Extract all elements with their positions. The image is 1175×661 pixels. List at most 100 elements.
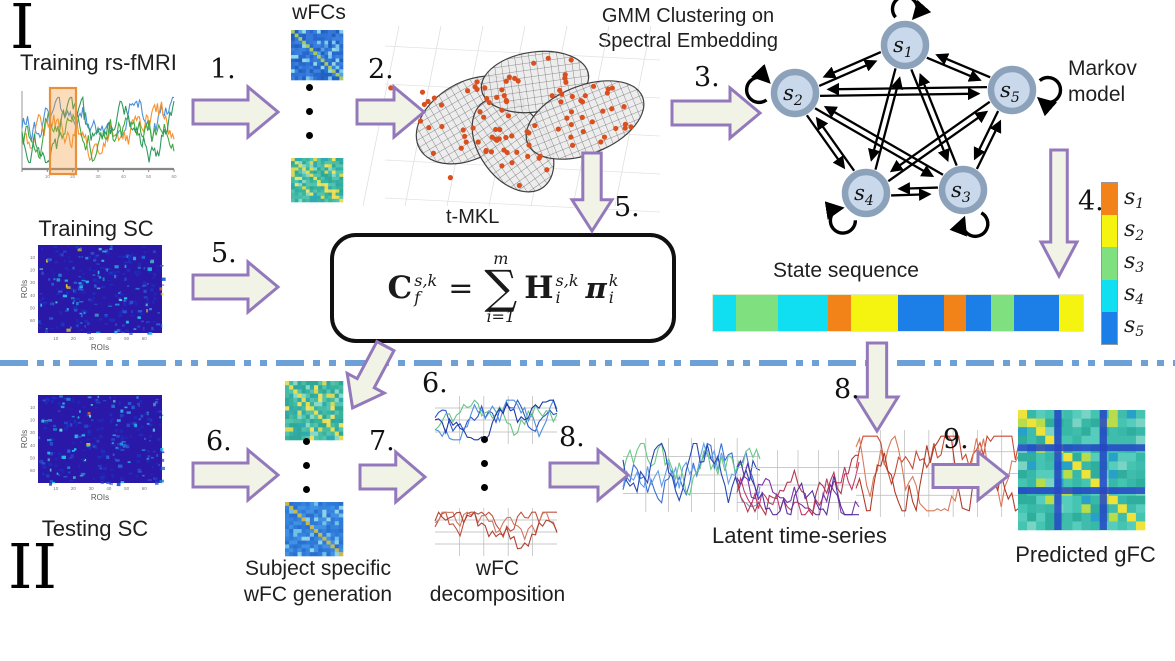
step-number-5a: 5. bbox=[211, 238, 237, 269]
svg-text:10: 10 bbox=[45, 174, 51, 179]
arrow-step-7 bbox=[358, 448, 428, 506]
svg-text:20: 20 bbox=[71, 336, 77, 341]
wfc-decomposition-label: wFC decomposition bbox=[425, 556, 570, 609]
state-segment-s1 bbox=[944, 295, 966, 331]
svg-text:50: 50 bbox=[146, 174, 152, 179]
latent-series-panel-2 bbox=[736, 450, 860, 520]
color-swatch-s3 bbox=[1102, 247, 1117, 280]
svg-text:20: 20 bbox=[30, 418, 36, 423]
training-sc-matrix: 10 10 20 20 30 30 40 40 50 50 60 60 ROIs ROIs bbox=[20, 243, 170, 355]
tmkl-label: t-MKL bbox=[446, 206, 500, 228]
state-legend: s1 s2 s3 s4 s5 bbox=[1124, 182, 1144, 343]
step-number-6a: 6. bbox=[206, 426, 232, 457]
wfc-matrix-blue bbox=[291, 30, 344, 81]
step-number-9: 9. bbox=[943, 424, 969, 455]
wfc-decomposition-line2: decomposition bbox=[429, 583, 566, 607]
latent-series-label: Latent time-series bbox=[712, 523, 887, 548]
svg-text:60: 60 bbox=[142, 486, 148, 491]
arrow-step-5-sc bbox=[191, 258, 281, 316]
predicted-gfc-label: Predicted gFC bbox=[1015, 542, 1156, 567]
svg-text:60: 60 bbox=[30, 318, 36, 323]
step-number-7: 7. bbox=[369, 426, 395, 457]
legend-item-s5: s5 bbox=[1124, 313, 1145, 341]
svg-text:20: 20 bbox=[30, 268, 36, 273]
decomposition-series-blue bbox=[434, 396, 558, 444]
svg-text:50: 50 bbox=[30, 455, 36, 460]
svg-text:20: 20 bbox=[70, 174, 76, 179]
legend-item-s4: s4 bbox=[1124, 281, 1145, 309]
state-sequence-bar bbox=[712, 294, 1084, 332]
state-segment-s3 bbox=[991, 295, 1014, 331]
step-number-2: 2. bbox=[368, 54, 394, 85]
markov-label-line2: model bbox=[1068, 83, 1126, 107]
gmm-title-line2: Spectral Embedding bbox=[597, 30, 779, 52]
arrow-step-9 bbox=[931, 448, 1011, 504]
gmm-title-line1: GMM Clustering on bbox=[601, 5, 775, 27]
wfc-matrix-teal bbox=[291, 158, 344, 203]
section-divider bbox=[0, 359, 1175, 367]
markov-model-graph: s1 s2 s3 s4 s5 bbox=[740, 0, 1070, 248]
color-swatch-s4 bbox=[1102, 279, 1117, 312]
arrow-step-2 bbox=[355, 83, 427, 141]
state-segment-s1 bbox=[828, 295, 851, 331]
legend-item-s2: s2 bbox=[1124, 216, 1145, 244]
predicted-gfc-matrix bbox=[1018, 410, 1146, 531]
svg-text:30: 30 bbox=[89, 336, 95, 341]
subject-wfc-label: Subject specific wFC generation bbox=[238, 556, 398, 609]
svg-text:s5: s5 bbox=[1000, 78, 1020, 106]
svg-text:40: 40 bbox=[30, 293, 36, 298]
section-1-numeral: I bbox=[10, 0, 35, 63]
svg-text:30: 30 bbox=[30, 430, 36, 435]
svg-text:10: 10 bbox=[30, 255, 36, 260]
svg-text:50: 50 bbox=[124, 486, 130, 491]
svg-text:s2: s2 bbox=[783, 81, 803, 109]
svg-text:30: 30 bbox=[89, 486, 95, 491]
svg-text:s1: s1 bbox=[893, 33, 913, 61]
state-segment-s4 bbox=[713, 295, 736, 331]
arrow-step-4 bbox=[1038, 148, 1080, 280]
svg-text:60: 60 bbox=[30, 468, 36, 473]
subject-ellipsis-dots bbox=[303, 438, 310, 493]
gmm-title: GMM Clustering on Spectral Embedding bbox=[590, 4, 786, 54]
subject-wfc-label-line2: wFC generation bbox=[243, 583, 393, 607]
subject-wfc-matrix-teal bbox=[285, 381, 344, 441]
step-number-6b: 6. bbox=[422, 368, 448, 399]
svg-text:10: 10 bbox=[53, 486, 59, 491]
svg-text:30: 30 bbox=[95, 174, 101, 179]
state-segment-s5 bbox=[1014, 295, 1059, 331]
legend-item-s3: s3 bbox=[1124, 248, 1145, 276]
arrow-step-1 bbox=[191, 83, 281, 141]
decomposition-series-red bbox=[434, 508, 558, 556]
color-swatch-s2 bbox=[1102, 215, 1117, 248]
state-segment-s2 bbox=[851, 295, 898, 331]
wfcs-label: wFCs bbox=[292, 1, 346, 24]
svg-text:50: 50 bbox=[124, 336, 130, 341]
training-rsfmri-plot: 10 20 30 40 50 60 bbox=[8, 85, 180, 185]
step-number-4: 4. bbox=[1078, 186, 1104, 217]
state-segment-s4 bbox=[778, 295, 828, 331]
testing-sc-label: Testing SC bbox=[41, 516, 149, 541]
svg-text:10: 10 bbox=[30, 405, 36, 410]
svg-text:40: 40 bbox=[121, 174, 127, 179]
gmm-cluster-plot bbox=[362, 20, 661, 213]
equation-equals: = bbox=[448, 270, 474, 306]
svg-text:20: 20 bbox=[71, 486, 77, 491]
equation-h-term: H s,k i bbox=[524, 270, 579, 307]
decomposition-ellipsis-dots bbox=[481, 436, 488, 491]
step-number-5b: 5. bbox=[614, 192, 640, 223]
subject-wfc-label-line1: Subject specific bbox=[245, 557, 391, 580]
state-segment-s5 bbox=[966, 295, 991, 331]
svg-text:60: 60 bbox=[142, 336, 148, 341]
svg-text:40: 40 bbox=[30, 443, 36, 448]
legend-item-s1: s1 bbox=[1124, 184, 1145, 212]
arrow-step-3 bbox=[670, 84, 763, 142]
equation-sum: m ∑ i=1 bbox=[484, 249, 518, 326]
svg-text:30: 30 bbox=[30, 280, 36, 285]
svg-text:s4: s4 bbox=[854, 181, 874, 209]
state-segment-s5 bbox=[898, 295, 944, 331]
svg-text:ROIs: ROIs bbox=[20, 430, 29, 448]
color-swatch-s5 bbox=[1102, 311, 1117, 345]
